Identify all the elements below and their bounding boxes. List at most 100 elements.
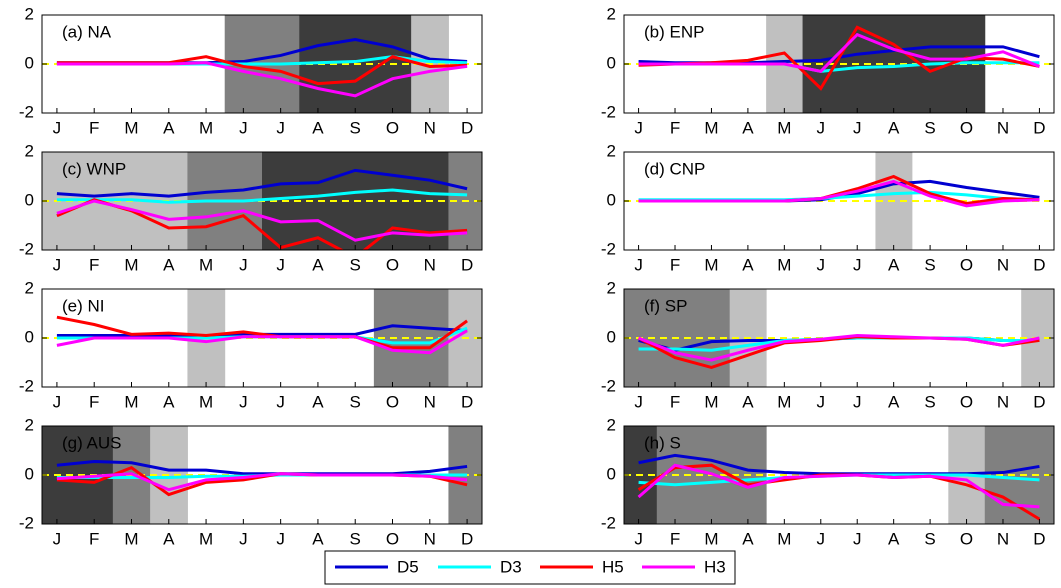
x-tick-label: F	[89, 529, 99, 548]
x-tick-label: N	[997, 529, 1009, 548]
x-tick-label: M	[124, 255, 138, 274]
x-tick-label: F	[89, 118, 99, 137]
panel	[42, 15, 482, 113]
series-line	[56, 188, 468, 204]
x-tick-label: J	[634, 255, 643, 274]
x-tick-label: S	[350, 255, 361, 274]
series-line	[56, 315, 468, 350]
shade	[262, 152, 300, 250]
series-line	[638, 179, 1040, 208]
x-tick-label: F	[89, 392, 99, 411]
x-tick-label: N	[997, 118, 1009, 137]
x-tick-label: J	[853, 529, 862, 548]
y-tick-label: 0	[607, 53, 616, 72]
y-tick-label: 2	[25, 278, 34, 297]
x-tick-label: S	[350, 118, 361, 137]
y-tick-label: 2	[25, 415, 34, 434]
x-tick-label: M	[777, 392, 791, 411]
panel-title: (h) S	[644, 433, 681, 452]
panel	[624, 15, 1054, 113]
panel-title: (a) NA	[62, 22, 112, 41]
panel	[42, 152, 482, 250]
x-tick-label: J	[634, 529, 643, 548]
x-tick-label: S	[924, 392, 935, 411]
x-tick-label: J	[853, 392, 862, 411]
x-tick-label: F	[670, 118, 680, 137]
panel	[624, 289, 1054, 387]
panel	[42, 426, 482, 524]
x-tick-label: J	[634, 392, 643, 411]
series-line	[56, 199, 468, 242]
x-tick-label: M	[704, 392, 718, 411]
series-line	[638, 32, 1040, 73]
x-tick-label: F	[670, 392, 680, 411]
x-tick-label: D	[1033, 392, 1045, 411]
x-tick-label: N	[997, 255, 1009, 274]
x-tick-label: A	[742, 118, 754, 137]
x-tick-label: J	[817, 118, 826, 137]
x-tick-label: A	[163, 255, 175, 274]
x-tick-label: A	[163, 392, 175, 411]
y-tick-label: -2	[19, 376, 34, 395]
x-tick-label: A	[312, 529, 324, 548]
series-line	[56, 460, 468, 476]
series-line	[56, 329, 468, 355]
x-tick-label: J	[853, 118, 862, 137]
y-tick-label: -2	[19, 513, 34, 532]
x-tick-label: O	[960, 392, 973, 411]
y-tick-label: -2	[601, 239, 616, 258]
x-tick-label: O	[386, 529, 399, 548]
legend-label: D3	[500, 557, 522, 576]
panel-title: (e) NI	[62, 296, 105, 315]
panel-title: (f) SP	[644, 296, 687, 315]
x-tick-label: M	[777, 255, 791, 274]
x-tick-label: S	[350, 392, 361, 411]
x-tick-label: M	[124, 529, 138, 548]
x-tick-label: F	[670, 529, 680, 548]
x-tick-label: F	[89, 255, 99, 274]
x-tick-label: N	[424, 255, 436, 274]
x-tick-label: A	[742, 255, 754, 274]
x-tick-label: O	[960, 529, 973, 548]
series-line	[56, 61, 468, 98]
panel-title: (b) ENP	[644, 22, 704, 41]
y-tick-label: 2	[607, 4, 616, 23]
legend-label: H5	[602, 557, 624, 576]
x-tick-label: J	[634, 118, 643, 137]
y-tick-label: 0	[607, 327, 616, 346]
panel	[624, 426, 1054, 524]
x-tick-label: S	[924, 255, 935, 274]
x-tick-label: D	[461, 392, 473, 411]
x-tick-label: M	[199, 118, 213, 137]
x-tick-label: J	[53, 392, 62, 411]
x-tick-label: J	[53, 118, 62, 137]
series-line	[56, 472, 468, 492]
legend-label: D5	[397, 557, 419, 576]
x-tick-label: A	[312, 255, 324, 274]
x-tick-label: A	[888, 118, 900, 137]
x-tick-label: A	[888, 529, 900, 548]
x-tick-label: D	[1033, 529, 1045, 548]
x-tick-label: M	[199, 529, 213, 548]
x-tick-label: A	[312, 392, 324, 411]
y-tick-label: 0	[25, 464, 34, 483]
panel-title: (d) CNP	[644, 159, 705, 178]
y-tick-label: -2	[19, 239, 34, 258]
x-tick-label: J	[276, 529, 285, 548]
x-tick-label: N	[997, 392, 1009, 411]
x-tick-label: S	[350, 529, 361, 548]
x-tick-label: J	[53, 255, 62, 274]
x-tick-label: J	[53, 529, 62, 548]
y-tick-label: 2	[607, 415, 616, 434]
x-tick-label: M	[704, 255, 718, 274]
x-tick-label: J	[276, 392, 285, 411]
y-tick-label: 2	[25, 4, 34, 23]
x-tick-label: J	[239, 392, 248, 411]
x-tick-label: A	[163, 118, 175, 137]
y-tick-label: 2	[607, 141, 616, 160]
x-tick-label: J	[276, 255, 285, 274]
x-tick-label: D	[1033, 118, 1045, 137]
x-tick-label: D	[461, 529, 473, 548]
x-tick-label: O	[386, 118, 399, 137]
